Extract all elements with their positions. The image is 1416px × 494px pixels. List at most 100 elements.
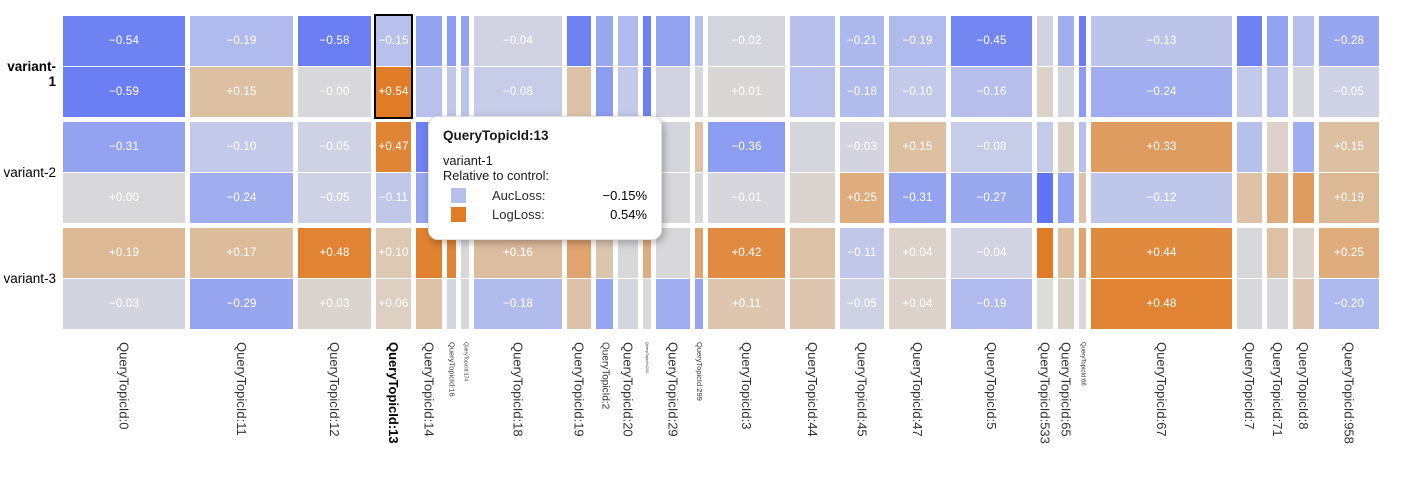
- cell-variant-3-AucLoss-QueryTopicId:47[interactable]: +0.04: [889, 228, 946, 278]
- cell-variant-2-AucLoss-QueryTopicId:958[interactable]: +0.15: [1319, 122, 1379, 172]
- cell-variant-3-LogLoss-QueryTopicId:71[interactable]: [1267, 279, 1288, 329]
- cell-variant-1-AucLoss-QueryTopicId:20[interactable]: [618, 16, 638, 66]
- cell-variant-1-AucLoss-QueryTopicId:210[interactable]: [643, 16, 651, 66]
- cell-variant-1-AucLoss-QueryTopicId:8[interactable]: [1293, 16, 1314, 66]
- cell-variant-3-LogLoss-QueryTopicId:2[interactable]: [596, 279, 613, 329]
- cell-variant-1-AucLoss-QueryTopicId:958[interactable]: −0.28: [1319, 16, 1379, 66]
- cell-variant-1-LogLoss-QueryTopicId:19[interactable]: [567, 67, 591, 117]
- cell-variant-2-AucLoss-QueryTopicId:44[interactable]: [790, 122, 835, 172]
- cell-variant-2-LogLoss-QueryTopicId:45[interactable]: +0.25: [840, 173, 884, 223]
- cell-variant-1-LogLoss-QueryTopicId:8[interactable]: [1293, 67, 1314, 117]
- cell-variant-2-LogLoss-QueryTopicId:47[interactable]: −0.31: [889, 173, 946, 223]
- cell-variant-1-AucLoss-QueryTopicId:7[interactable]: [1237, 16, 1262, 66]
- cell-variant-3-AucLoss-QueryTopicId:5[interactable]: −0.04: [951, 228, 1032, 278]
- cell-variant-1-AucLoss-QueryTopicId:29[interactable]: [656, 16, 690, 66]
- cell-variant-3-AucLoss-QueryTopicId:67[interactable]: +0.44: [1091, 228, 1232, 278]
- cell-variant-3-LogLoss-QueryTopicId:174[interactable]: [461, 279, 469, 329]
- cell-variant-1-LogLoss-QueryTopicId:14[interactable]: [416, 67, 442, 117]
- cell-variant-3-LogLoss-QueryTopicId:0[interactable]: −0.03: [63, 279, 185, 329]
- cell-variant-3-AucLoss-QueryTopicId:65[interactable]: [1058, 228, 1074, 278]
- cell-variant-3-AucLoss-QueryTopicId:2[interactable]: [596, 228, 613, 278]
- cell-variant-3-LogLoss-QueryTopicId:45[interactable]: −0.05: [840, 279, 884, 329]
- cell-variant-3-LogLoss-QueryTopicId:13[interactable]: +0.06: [376, 279, 411, 329]
- cell-variant-3-LogLoss-QueryTopicId:18[interactable]: −0.18: [474, 279, 562, 329]
- cell-variant-2-LogLoss-QueryTopicId:13[interactable]: −0.11: [376, 173, 411, 223]
- cell-variant-1-AucLoss-QueryTopicId:44[interactable]: [790, 16, 835, 66]
- cell-variant-1-LogLoss-QueryTopicId:958[interactable]: −0.05: [1319, 67, 1379, 117]
- cell-variant-1-AucLoss-QueryTopicId:65[interactable]: [1058, 16, 1074, 66]
- cell-variant-2-LogLoss-QueryTopicId:8[interactable]: [1293, 173, 1314, 223]
- cell-variant-3-AucLoss-QueryTopicId:29[interactable]: [656, 228, 690, 278]
- cell-variant-3-LogLoss-QueryTopicId:210[interactable]: [643, 279, 651, 329]
- cell-variant-2-LogLoss-QueryTopicId:44[interactable]: [790, 173, 835, 223]
- cell-variant-1-AucLoss-QueryTopicId:174[interactable]: [461, 16, 469, 66]
- cell-variant-3-LogLoss-QueryTopicId:11[interactable]: −0.29: [190, 279, 293, 329]
- cell-variant-2-AucLoss-QueryTopicId:533[interactable]: [1037, 122, 1053, 172]
- cell-variant-1-AucLoss-QueryTopicId:67[interactable]: −0.13: [1091, 16, 1232, 66]
- cell-variant-2-AucLoss-QueryTopicId:65[interactable]: [1058, 122, 1074, 172]
- cell-variant-2-LogLoss-QueryTopicId:65[interactable]: [1058, 173, 1074, 223]
- cell-variant-3-AucLoss-QueryTopicId:3[interactable]: +0.42: [708, 228, 785, 278]
- cell-variant-3-LogLoss-QueryTopicId:66[interactable]: [1079, 279, 1086, 329]
- cell-variant-1-AucLoss-QueryTopicId:47[interactable]: −0.19: [889, 16, 946, 66]
- cell-variant-1-AucLoss-QueryTopicId:19[interactable]: [567, 16, 591, 66]
- cell-variant-3-AucLoss-QueryTopicId:13[interactable]: +0.10: [376, 228, 411, 278]
- cell-variant-2-AucLoss-QueryTopicId:45[interactable]: −0.03: [840, 122, 884, 172]
- cell-variant-1-AucLoss-QueryTopicId:16[interactable]: [447, 16, 456, 66]
- cell-variant-3-AucLoss-QueryTopicId:958[interactable]: +0.25: [1319, 228, 1379, 278]
- cell-variant-2-AucLoss-QueryTopicId:299[interactable]: [695, 122, 703, 172]
- cell-variant-3-LogLoss-QueryTopicId:19[interactable]: [567, 279, 591, 329]
- cell-variant-3-AucLoss-QueryTopicId:11[interactable]: +0.17: [190, 228, 293, 278]
- cell-variant-1-LogLoss-QueryTopicId:210[interactable]: [643, 67, 651, 117]
- cell-variant-3-AucLoss-QueryTopicId:45[interactable]: −0.11: [840, 228, 884, 278]
- cell-variant-2-AucLoss-QueryTopicId:67[interactable]: +0.33: [1091, 122, 1232, 172]
- cell-variant-1-LogLoss-QueryTopicId:18[interactable]: −0.08: [474, 67, 562, 117]
- cell-variant-2-LogLoss-QueryTopicId:958[interactable]: +0.19: [1319, 173, 1379, 223]
- cell-variant-1-LogLoss-QueryTopicId:44[interactable]: [790, 67, 835, 117]
- cell-variant-3-AucLoss-QueryTopicId:7[interactable]: [1237, 228, 1262, 278]
- cell-variant-3-AucLoss-QueryTopicId:16[interactable]: [447, 228, 456, 278]
- cell-variant-1-LogLoss-QueryTopicId:11[interactable]: +0.15: [190, 67, 293, 117]
- cell-variant-3-LogLoss-QueryTopicId:533[interactable]: [1037, 279, 1053, 329]
- cell-variant-2-AucLoss-QueryTopicId:66[interactable]: [1079, 122, 1086, 172]
- cell-variant-1-AucLoss-QueryTopicId:45[interactable]: −0.21: [840, 16, 884, 66]
- cell-variant-1-LogLoss-QueryTopicId:7[interactable]: [1237, 67, 1262, 117]
- cell-variant-3-LogLoss-QueryTopicId:8[interactable]: [1293, 279, 1314, 329]
- cell-variant-2-LogLoss-QueryTopicId:0[interactable]: +0.00: [63, 173, 185, 223]
- cell-variant-1-AucLoss-QueryTopicId:5[interactable]: −0.45: [951, 16, 1032, 66]
- cell-variant-3-LogLoss-QueryTopicId:44[interactable]: [790, 279, 835, 329]
- cell-variant-1-LogLoss-QueryTopicId:66[interactable]: [1079, 67, 1086, 117]
- cell-variant-1-LogLoss-QueryTopicId:0[interactable]: −0.59: [63, 67, 185, 117]
- cell-variant-1-LogLoss-QueryTopicId:2[interactable]: [596, 67, 613, 117]
- cell-variant-2-LogLoss-QueryTopicId:66[interactable]: [1079, 173, 1086, 223]
- cell-variant-1-AucLoss-QueryTopicId:14[interactable]: [416, 16, 442, 66]
- cell-variant-3-AucLoss-QueryTopicId:71[interactable]: [1267, 228, 1288, 278]
- cell-variant-1-LogLoss-QueryTopicId:174[interactable]: [461, 67, 469, 117]
- cell-variant-2-AucLoss-QueryTopicId:0[interactable]: −0.31: [63, 122, 185, 172]
- cell-variant-3-AucLoss-QueryTopicId:299[interactable]: [695, 228, 703, 278]
- cell-variant-2-AucLoss-QueryTopicId:3[interactable]: −0.36: [708, 122, 785, 172]
- cell-variant-1-AucLoss-QueryTopicId:13[interactable]: −0.15: [376, 16, 411, 66]
- cell-variant-1-LogLoss-QueryTopicId:12[interactable]: −0.00: [298, 67, 371, 117]
- cell-variant-2-AucLoss-QueryTopicId:7[interactable]: [1237, 122, 1262, 172]
- cell-variant-1-AucLoss-QueryTopicId:0[interactable]: −0.54: [63, 16, 185, 66]
- cell-variant-3-LogLoss-QueryTopicId:16[interactable]: [447, 279, 456, 329]
- cell-variant-2-LogLoss-QueryTopicId:533[interactable]: [1037, 173, 1053, 223]
- cell-variant-1-LogLoss-QueryTopicId:5[interactable]: −0.16: [951, 67, 1032, 117]
- cell-variant-3-LogLoss-QueryTopicId:67[interactable]: +0.48: [1091, 279, 1232, 329]
- cell-variant-2-LogLoss-QueryTopicId:5[interactable]: −0.27: [951, 173, 1032, 223]
- cell-variant-3-AucLoss-QueryTopicId:210[interactable]: [643, 228, 651, 278]
- cell-variant-2-AucLoss-QueryTopicId:13[interactable]: +0.47: [376, 122, 411, 172]
- cell-variant-3-LogLoss-QueryTopicId:5[interactable]: −0.19: [951, 279, 1032, 329]
- cell-variant-2-AucLoss-QueryTopicId:5[interactable]: −0.08: [951, 122, 1032, 172]
- cell-variant-2-LogLoss-QueryTopicId:12[interactable]: −0.05: [298, 173, 371, 223]
- cell-variant-3-LogLoss-QueryTopicId:958[interactable]: −0.20: [1319, 279, 1379, 329]
- cell-variant-3-AucLoss-QueryTopicId:0[interactable]: +0.19: [63, 228, 185, 278]
- cell-variant-1-LogLoss-QueryTopicId:47[interactable]: −0.10: [889, 67, 946, 117]
- cell-variant-1-LogLoss-QueryTopicId:3[interactable]: +0.01: [708, 67, 785, 117]
- cell-variant-3-AucLoss-QueryTopicId:20[interactable]: [618, 228, 638, 278]
- cell-variant-1-AucLoss-QueryTopicId:71[interactable]: [1267, 16, 1288, 66]
- cell-variant-3-AucLoss-QueryTopicId:8[interactable]: [1293, 228, 1314, 278]
- cell-variant-3-LogLoss-QueryTopicId:65[interactable]: [1058, 279, 1074, 329]
- cell-variant-2-AucLoss-QueryTopicId:71[interactable]: [1267, 122, 1288, 172]
